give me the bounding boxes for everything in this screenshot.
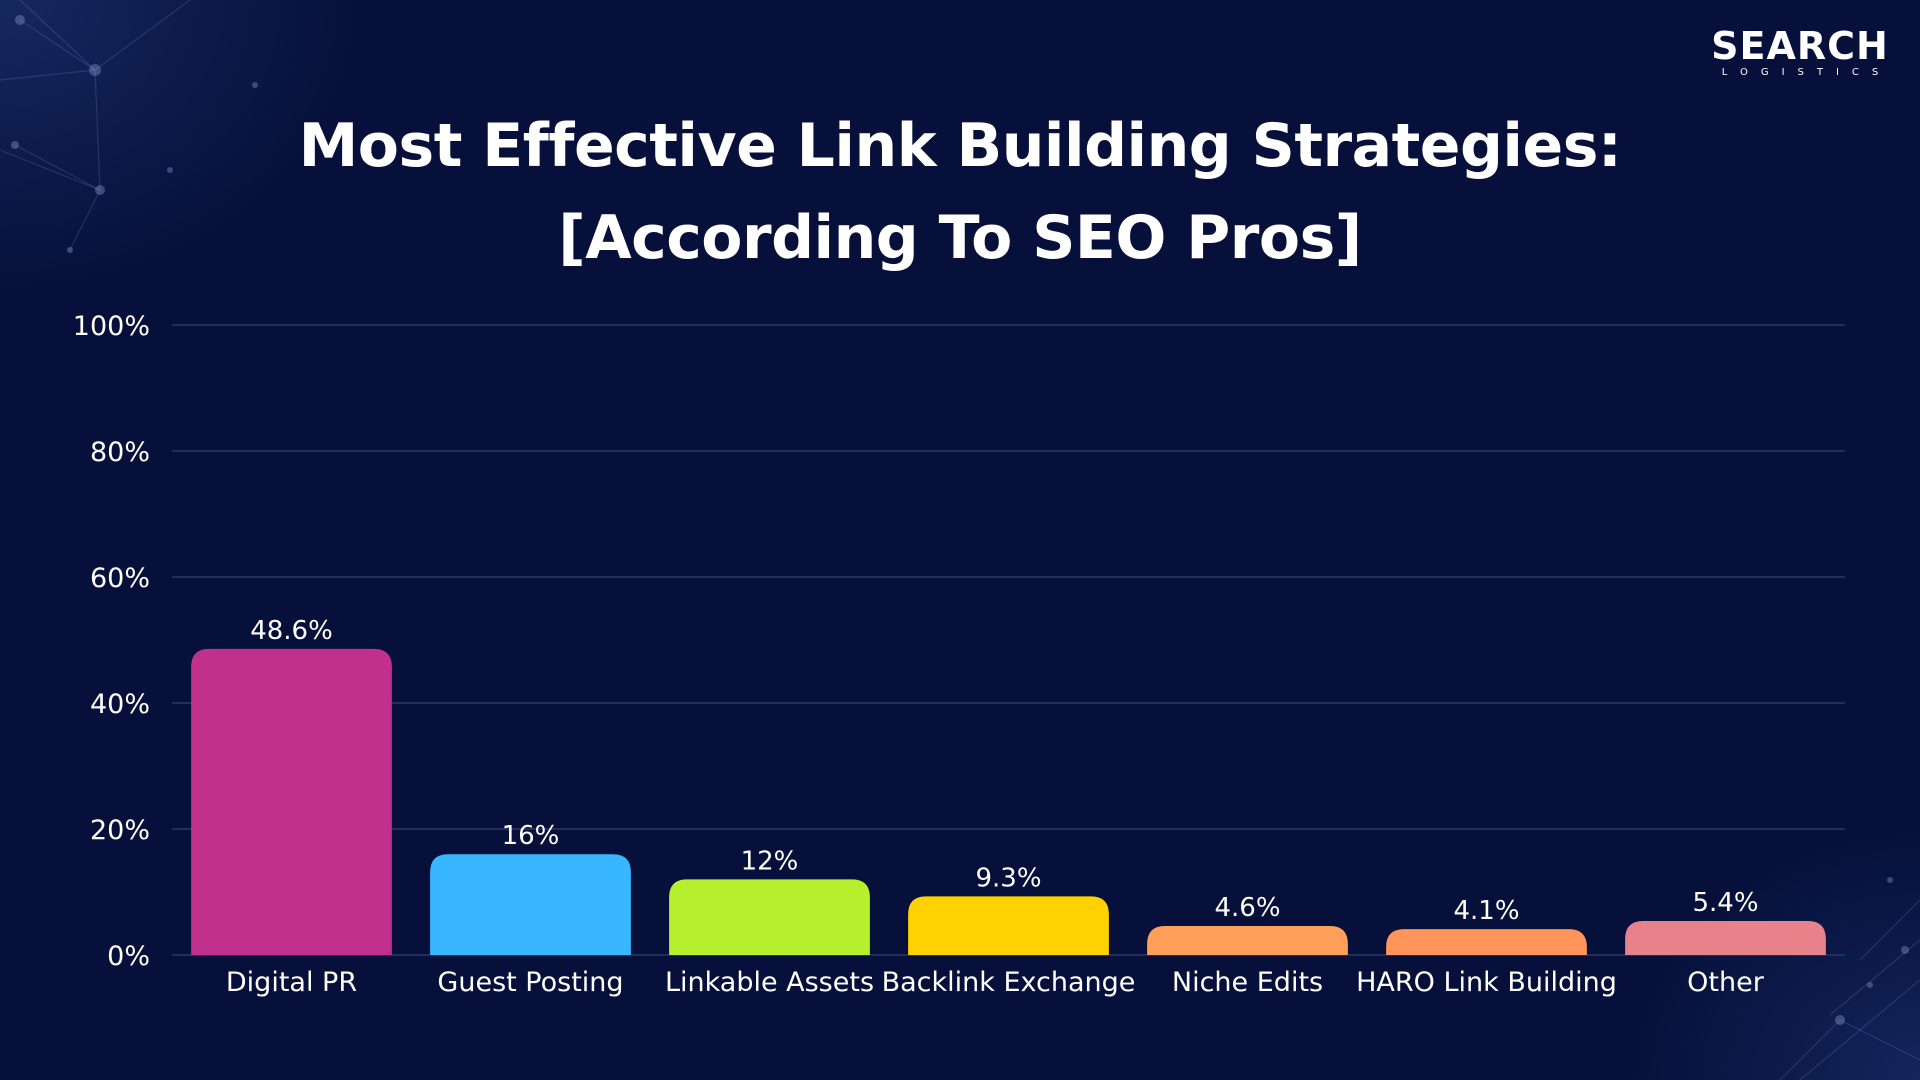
value-label: 5.4%: [1692, 888, 1758, 918]
y-tick-label: 0%: [107, 941, 150, 972]
bar-backlink-exchange: [908, 896, 1109, 955]
value-labels: 48.6% 16% 12% 9.3% 4.6% 4.1% 5.4%: [250, 616, 1758, 926]
bar-niche-edits: [1147, 926, 1348, 955]
bar-digital-pr: [191, 648, 392, 955]
bar-other: [1625, 920, 1826, 955]
x-category-label: Other: [1687, 967, 1765, 998]
y-tick-label: 60%: [90, 563, 150, 594]
chart-title: Most Effective Link Building Strategies:…: [0, 100, 1920, 284]
y-tick-label: 80%: [90, 437, 150, 468]
x-category-label: Guest Posting: [437, 967, 623, 998]
brand-logo-subtitle: LOGISTICS: [1721, 67, 1892, 78]
x-category-label: Niche Edits: [1172, 967, 1323, 998]
x-category-label: Linkable Assets: [665, 967, 874, 998]
brand-logo: SEARCH LOGISTICS: [1710, 26, 1890, 80]
value-label: 9.3%: [975, 863, 1041, 893]
value-label: 16%: [502, 821, 560, 851]
x-category-label: Digital PR: [226, 967, 357, 998]
bar-linkable-assets: [669, 879, 870, 955]
bars: [191, 648, 1826, 955]
y-tick-label: 40%: [90, 689, 150, 720]
bar-guest-posting: [430, 854, 631, 955]
x-axis-category-labels: Digital PR Guest Posting Linkable Assets Ba…: [226, 967, 1765, 998]
value-label: 48.6%: [250, 616, 333, 646]
chart-title-line-2: [According To SEO Pros]: [558, 203, 1362, 273]
value-label: 4.1%: [1453, 896, 1519, 926]
bar-haro-link-building: [1386, 929, 1587, 955]
chart-title-line-1: Most Effective Link Building Strategies:: [298, 111, 1622, 181]
x-category-label: HARO Link Building: [1356, 967, 1617, 998]
x-category-label: Backlink Exchange: [882, 967, 1136, 998]
brand-logo-wordmark: SEARCH: [1711, 24, 1889, 68]
y-tick-label: 100%: [73, 311, 150, 342]
gridlines: [172, 324, 1845, 956]
y-tick-label: 20%: [90, 815, 150, 846]
y-axis-tick-labels: 0% 20% 40% 60% 80% 100%: [73, 311, 150, 972]
value-label: 12%: [741, 846, 799, 876]
value-label: 4.6%: [1214, 893, 1280, 923]
